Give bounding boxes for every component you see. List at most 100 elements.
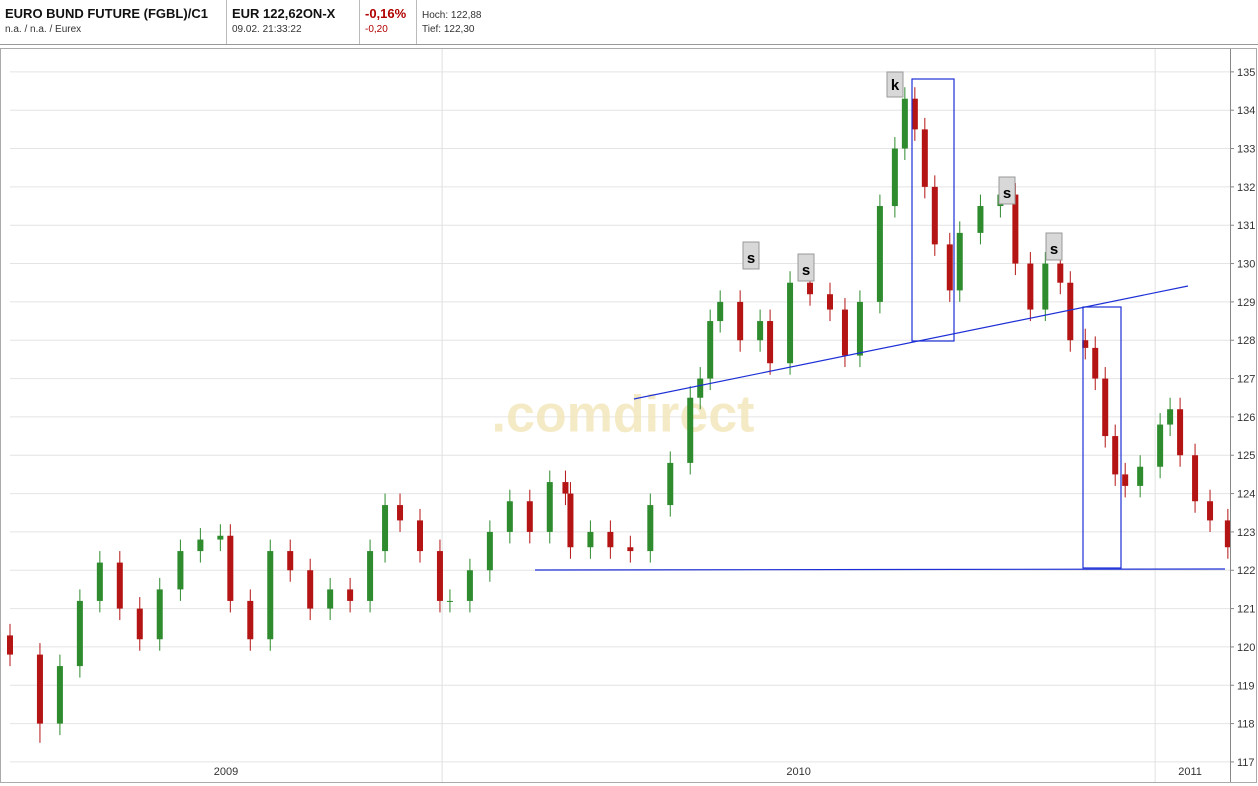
candle-body bbox=[607, 531, 614, 548]
candle-body bbox=[587, 531, 594, 548]
candle-body bbox=[466, 570, 473, 601]
candle-body bbox=[667, 462, 674, 506]
y-tick-label: 130 bbox=[1237, 259, 1255, 271]
candle-body bbox=[767, 321, 774, 364]
candle-body bbox=[76, 600, 83, 667]
candle-body bbox=[526, 501, 533, 532]
y-tick-label: 134 bbox=[1237, 105, 1255, 117]
pattern-label: s bbox=[802, 262, 810, 279]
quote-header: EURO BUND FUTURE (FGBL)/C1 n.a. / n.a. /… bbox=[0, 0, 1258, 45]
axes: 117 118 119 120 121 122 123 124 125 126 127 128 129 1… bbox=[214, 49, 1255, 782]
chart-frame bbox=[0, 48, 1257, 783]
candle-body bbox=[807, 282, 814, 295]
label-box bbox=[886, 71, 904, 98]
candle-body bbox=[891, 148, 898, 207]
candle-body bbox=[1122, 474, 1129, 486]
range-cell: Hoch: 122,88 Tief: 122,30 bbox=[417, 0, 517, 44]
candle-body bbox=[416, 520, 423, 552]
day-low: Tief: 122,30 bbox=[422, 24, 475, 35]
candle-body bbox=[826, 294, 833, 310]
candle-body bbox=[841, 309, 848, 356]
label-box bbox=[797, 253, 815, 282]
candle-body bbox=[697, 378, 704, 398]
change-abs: -0,20 bbox=[365, 24, 388, 35]
pattern-label: s bbox=[1050, 241, 1058, 258]
pattern-label: s bbox=[747, 250, 755, 267]
y-tick-label: 122 bbox=[1237, 565, 1255, 577]
y-tick-label: 118 bbox=[1237, 719, 1255, 731]
candle-body bbox=[247, 600, 254, 640]
change-pct: -0,16% bbox=[365, 6, 407, 21]
candle-body bbox=[956, 232, 963, 291]
instrument-sub: n.a. / n.a. / Eurex bbox=[5, 24, 82, 35]
y-tick-label: 133 bbox=[1237, 144, 1255, 156]
pattern-labels: k s s s s bbox=[742, 71, 1063, 282]
candle-body bbox=[1224, 520, 1231, 548]
pattern-label: s bbox=[1003, 185, 1011, 202]
y-tick-label: 124 bbox=[1237, 489, 1255, 501]
price: EUR 122,62ON-X bbox=[232, 6, 336, 21]
candle-body bbox=[446, 600, 453, 602]
candle-body bbox=[876, 206, 883, 302]
y-tick-label: 119 bbox=[1237, 680, 1255, 692]
candle-body bbox=[787, 282, 794, 364]
candle-body bbox=[901, 98, 908, 149]
candle-body bbox=[1042, 263, 1049, 310]
label-box bbox=[998, 176, 1016, 205]
candle-body bbox=[382, 505, 389, 552]
label-box bbox=[742, 241, 760, 270]
candle-body bbox=[307, 570, 314, 609]
candle-body bbox=[436, 551, 443, 601]
candle-body bbox=[856, 301, 863, 356]
candle-body bbox=[217, 535, 224, 540]
candle-body bbox=[156, 589, 163, 640]
candle-body bbox=[1177, 409, 1184, 456]
y-tick-label: 127 bbox=[1237, 374, 1255, 386]
candle-body bbox=[397, 505, 404, 521]
candle-body bbox=[546, 482, 553, 532]
day-high: Hoch: 122,88 bbox=[422, 10, 482, 21]
candle-body bbox=[921, 129, 928, 187]
candle-body bbox=[36, 654, 43, 724]
candle-body bbox=[717, 301, 724, 322]
candle-body bbox=[737, 301, 744, 341]
candle-body bbox=[562, 482, 569, 494]
change-cell: -0,16% -0,20 bbox=[360, 0, 417, 44]
grid bbox=[10, 49, 1230, 782]
trend-line bbox=[633, 285, 1189, 400]
y-tick-label: 125 bbox=[1237, 450, 1255, 462]
candle-body bbox=[757, 321, 764, 341]
y-tick-label: 121 bbox=[1237, 604, 1255, 616]
candle-body bbox=[687, 397, 694, 463]
y-tick-label: 123 bbox=[1237, 527, 1255, 539]
candle-body bbox=[647, 505, 654, 552]
candle-body bbox=[1157, 424, 1164, 467]
candle-body bbox=[627, 547, 634, 552]
y-tick-label: 129 bbox=[1237, 297, 1255, 309]
candle-body bbox=[96, 562, 103, 601]
candle-body bbox=[197, 539, 204, 552]
candles bbox=[7, 87, 1231, 743]
candle-body bbox=[1192, 455, 1199, 502]
y-tick-label: 128 bbox=[1237, 335, 1255, 347]
target-box bbox=[911, 78, 955, 342]
x-tick-label: 2009 bbox=[214, 766, 238, 778]
candle-body bbox=[327, 589, 334, 609]
candle-body bbox=[1057, 263, 1064, 283]
candle-body bbox=[347, 589, 354, 601]
candle-body bbox=[7, 635, 13, 655]
x-tick-label: 2011 bbox=[1178, 766, 1202, 778]
candle-body bbox=[567, 493, 574, 548]
y-tick-label: 126 bbox=[1237, 412, 1255, 424]
candle-body bbox=[1167, 409, 1174, 425]
y-tick-label: 117 bbox=[1237, 757, 1255, 769]
candle-body bbox=[486, 531, 493, 571]
candle-body bbox=[1082, 340, 1089, 348]
candle-body bbox=[287, 551, 294, 571]
y-tick-label: 132 bbox=[1237, 182, 1255, 194]
target-box bbox=[1082, 306, 1122, 569]
candle-body bbox=[116, 562, 123, 609]
candle-body bbox=[367, 551, 374, 601]
